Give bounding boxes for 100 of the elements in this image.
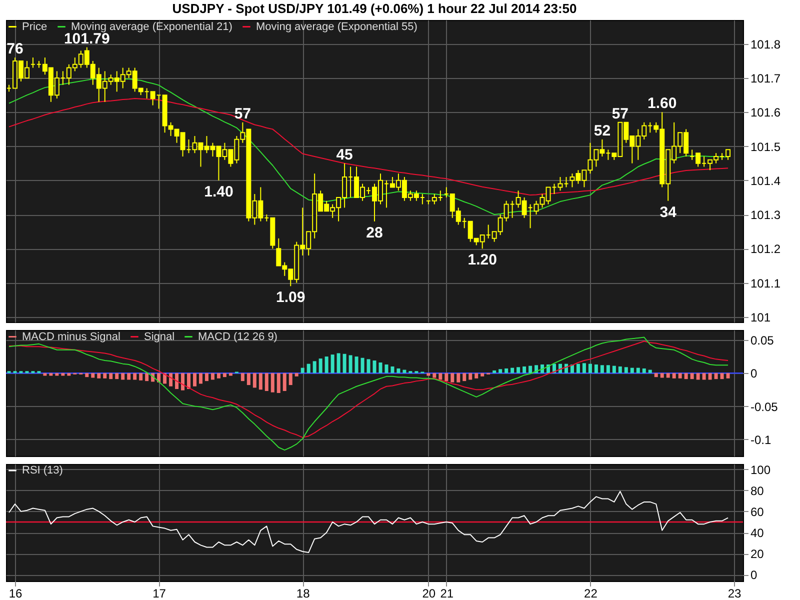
- annotation: 57: [612, 105, 629, 122]
- bar: [606, 365, 610, 374]
- bar: [67, 373, 71, 376]
- y-tick-label: 20: [750, 547, 764, 562]
- bar: [306, 364, 310, 374]
- x-tick-label: 21: [440, 586, 454, 600]
- bar: [462, 373, 466, 382]
- bar: [438, 373, 442, 380]
- bar: [294, 373, 298, 376]
- bar: [432, 373, 436, 378]
- bar: [636, 368, 640, 374]
- bar: [468, 373, 472, 380]
- bar: [348, 355, 352, 374]
- x-tick-label: 16: [8, 586, 22, 600]
- y-tick-label: 80: [750, 484, 764, 498]
- bar: [288, 373, 292, 386]
- x-tick-label: 17: [152, 586, 166, 600]
- bar: [666, 373, 670, 378]
- bar: [612, 366, 616, 374]
- bar: [240, 373, 244, 382]
- bar: [654, 373, 658, 378]
- bar: [456, 373, 460, 382]
- y-tick-label: 101.1: [750, 276, 781, 290]
- bar: [324, 356, 328, 374]
- bar: [720, 373, 724, 380]
- bar: [378, 362, 382, 374]
- bar: [204, 373, 208, 382]
- bar: [450, 373, 454, 382]
- bar: [121, 373, 125, 380]
- annotation: 1.40: [204, 183, 234, 200]
- bar: [360, 358, 364, 374]
- bar: [576, 364, 580, 374]
- bar: [312, 361, 316, 374]
- annotation: 57: [234, 105, 252, 122]
- bar: [504, 368, 508, 374]
- legend-label: Moving average (Exponential 21): [71, 20, 232, 33]
- bar: [600, 365, 604, 374]
- annotation: 1.09: [276, 289, 306, 306]
- y-tick-label: 101.5: [750, 140, 781, 154]
- bar: [133, 373, 137, 380]
- bar: [216, 373, 220, 378]
- bar: [510, 368, 514, 374]
- y-tick-label: 101: [750, 310, 771, 324]
- y-tick-label: -0.05: [750, 400, 778, 414]
- bar: [342, 354, 346, 374]
- bar: [336, 353, 340, 374]
- x-tick-label: 23: [728, 586, 742, 600]
- bar: [642, 368, 646, 374]
- legend-label: Signal: [144, 330, 175, 343]
- bar: [187, 373, 190, 390]
- legend-label: Moving average (Exponential 55): [256, 20, 418, 33]
- bar: [528, 366, 532, 374]
- legend-label: MACD (12 26 9): [198, 330, 278, 343]
- bar: [169, 373, 173, 386]
- bar: [624, 367, 628, 374]
- bar: [139, 373, 143, 380]
- y-tick-label: 60: [750, 504, 764, 519]
- y-tick-label: 101.2: [750, 242, 781, 256]
- bar: [55, 373, 59, 376]
- y-tick-label: 0.05: [750, 333, 774, 348]
- legend-label: RSI (13): [22, 464, 63, 476]
- bar: [61, 373, 65, 376]
- bar: [396, 368, 400, 374]
- bar: [594, 364, 598, 374]
- bar: [630, 368, 634, 374]
- bar: [252, 373, 256, 388]
- bar: [127, 373, 131, 380]
- bar: [402, 370, 406, 374]
- bar: [246, 373, 250, 386]
- bar: [222, 373, 226, 378]
- annotation: 28: [366, 224, 383, 242]
- bar: [372, 360, 376, 374]
- bar: [726, 373, 730, 378]
- bar: [690, 373, 694, 380]
- bar: [282, 373, 286, 392]
- bar: [318, 358, 322, 374]
- bar: [181, 373, 185, 390]
- annotation: 76: [6, 40, 24, 58]
- x-tick-label: 22: [584, 586, 598, 600]
- bar: [714, 373, 718, 380]
- annotation: 52: [594, 122, 611, 140]
- bar: [474, 373, 478, 378]
- bar: [109, 373, 113, 380]
- bar: [384, 364, 388, 374]
- bar: [582, 363, 586, 374]
- bar: [300, 368, 304, 374]
- bar: [91, 373, 95, 378]
- bar: [516, 367, 520, 374]
- y-tick-label: 101.4: [750, 174, 781, 188]
- bar: [648, 370, 652, 374]
- bar: [444, 373, 448, 382]
- bar: [672, 373, 676, 378]
- bar: [192, 373, 196, 386]
- legend-label: MACD minus Signal: [22, 330, 120, 343]
- bar: [366, 359, 370, 374]
- bar: [708, 373, 712, 380]
- bar: [103, 373, 107, 378]
- bar: [696, 373, 700, 380]
- bar: [522, 366, 526, 374]
- bar: [49, 373, 53, 376]
